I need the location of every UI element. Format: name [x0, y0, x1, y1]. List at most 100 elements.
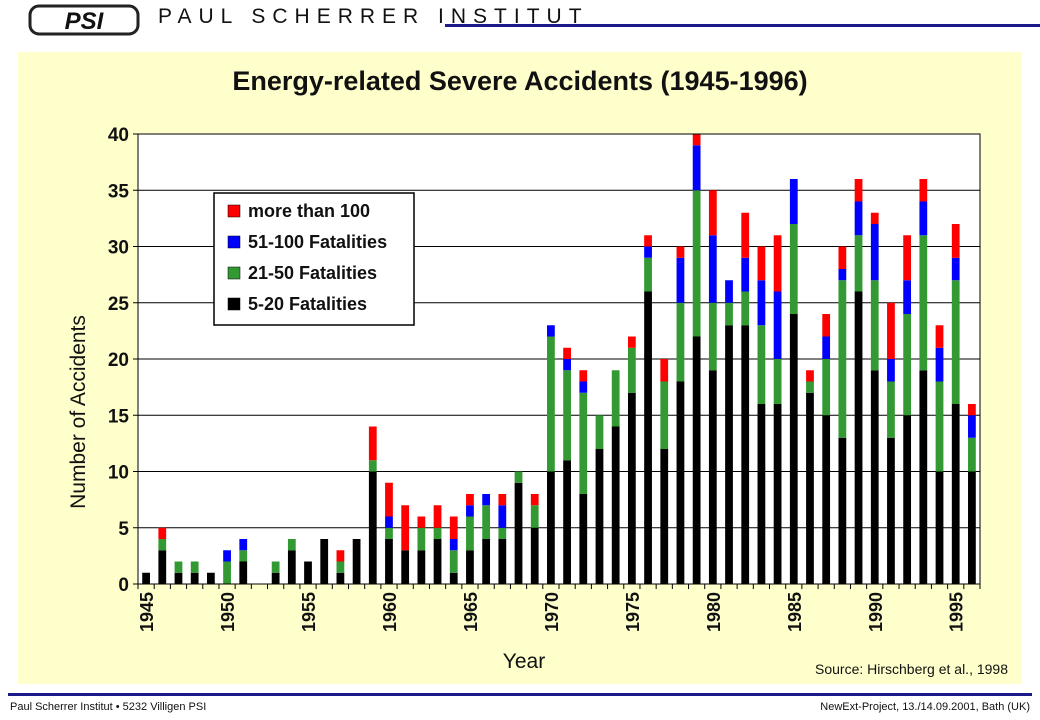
bar-segment [514, 482, 523, 584]
bar-segment [935, 325, 944, 348]
y-tick-label: 35 [108, 181, 130, 202]
bar-segment [887, 381, 895, 438]
x-axis-label: Year [503, 650, 545, 673]
x-tick-label: 1955 [299, 592, 319, 632]
bar-segment [951, 280, 960, 404]
x-tick-label: 1980 [704, 592, 724, 632]
bar-segment [223, 561, 231, 584]
bar-segment [676, 246, 685, 258]
bar-segment [239, 550, 248, 562]
bar-segment [951, 257, 960, 281]
legend-label: 21-50 Fatalities [248, 263, 377, 283]
bar-segment [466, 505, 474, 517]
legend: more than 100 51-100 Fatalities 21-50 Fata… [213, 192, 415, 326]
bar-segment [822, 314, 831, 337]
bar-segment [449, 539, 458, 551]
bar-segment [968, 415, 976, 438]
bar-segment [579, 494, 588, 584]
legend-swatch [227, 235, 241, 249]
bar-segment [676, 257, 685, 303]
bar-segment [676, 381, 685, 584]
bar-segment [563, 359, 571, 371]
bar-segment [498, 527, 507, 539]
bar-segment [466, 494, 474, 506]
y-tick-label: 15 [108, 406, 130, 427]
bar-segment [741, 291, 750, 326]
bar-segment [644, 291, 652, 584]
bar-segment [773, 235, 782, 292]
bar-segment [968, 404, 976, 416]
bar-segment [190, 561, 199, 573]
bar-segment [838, 437, 847, 584]
bar-segment [449, 572, 458, 584]
x-tick-label: 1950 [218, 592, 238, 632]
bar-segment [530, 527, 539, 584]
bar-segment [449, 550, 458, 573]
bar-segment [692, 336, 701, 584]
bar-segment [773, 291, 782, 359]
bar-segment [903, 415, 912, 584]
legend-label: 5-20 Fatalities [248, 294, 367, 314]
bar-segment [320, 539, 329, 584]
bar-segment [158, 527, 167, 539]
bar-segment [741, 257, 750, 292]
bar-segment [271, 561, 280, 573]
legend-label: 51-100 Fatalities [248, 232, 387, 252]
bar-segment [595, 415, 604, 449]
bar-segment [870, 212, 879, 224]
bar-segment [773, 359, 782, 404]
bar-segment [806, 381, 814, 393]
bar-segment [530, 505, 539, 528]
bar-segment [498, 494, 507, 506]
bar-segment [287, 539, 296, 551]
y-tick-label: 30 [108, 238, 129, 259]
bar-segment [368, 426, 377, 461]
bar-segment [336, 550, 345, 562]
x-tick-label: 1975 [623, 592, 643, 632]
bar-segment [854, 235, 863, 292]
bar-segment [417, 527, 426, 551]
bar-segment [741, 325, 750, 584]
y-tick-label: 20 [108, 350, 129, 371]
bar-segment [887, 359, 895, 382]
bar-segment [563, 347, 571, 359]
accidents-chart: Energy-related Severe Accidents (1945-19… [67, 66, 1008, 677]
bar-segment [725, 302, 733, 326]
chart-title: Energy-related Severe Accidents (1945-19… [232, 66, 807, 96]
bar-segment [611, 426, 620, 584]
bar-segment [158, 550, 167, 584]
y-tick-label: 25 [108, 294, 130, 315]
bar-segment [368, 471, 377, 584]
bar-segment [838, 269, 847, 281]
y-axis-label: Number of Accidents [67, 315, 90, 509]
x-tick-label: 1990 [866, 592, 886, 632]
bar-segment [433, 505, 442, 528]
bar-segment [482, 539, 491, 584]
y-tick-label: 40 [108, 125, 129, 146]
bar-segment [563, 370, 571, 461]
bar-segment [806, 392, 814, 584]
bar-segment [336, 572, 345, 584]
bar-segment [725, 325, 733, 584]
bar-segment [611, 370, 620, 427]
bar-segment [951, 224, 960, 258]
x-tick-label: 1965 [461, 592, 481, 632]
bar-segment [644, 257, 652, 292]
psi-logo: PSI [28, 4, 140, 36]
bar-segment [417, 550, 426, 584]
bar-segment [692, 134, 701, 146]
bar-segment [660, 449, 669, 584]
bar-segment [757, 280, 766, 326]
bar-segment [223, 550, 231, 562]
bar-segment [822, 359, 831, 416]
bar-segment [385, 527, 393, 539]
bar-segment [174, 561, 183, 573]
bar-segment [708, 302, 717, 371]
bar-segment [579, 370, 588, 382]
bar-segment [433, 539, 442, 584]
y-tick-label: 10 [108, 463, 129, 484]
bar-segment [352, 539, 361, 584]
bar-segment [903, 280, 912, 314]
bar-segment [806, 370, 814, 382]
bar-segment [822, 336, 831, 359]
